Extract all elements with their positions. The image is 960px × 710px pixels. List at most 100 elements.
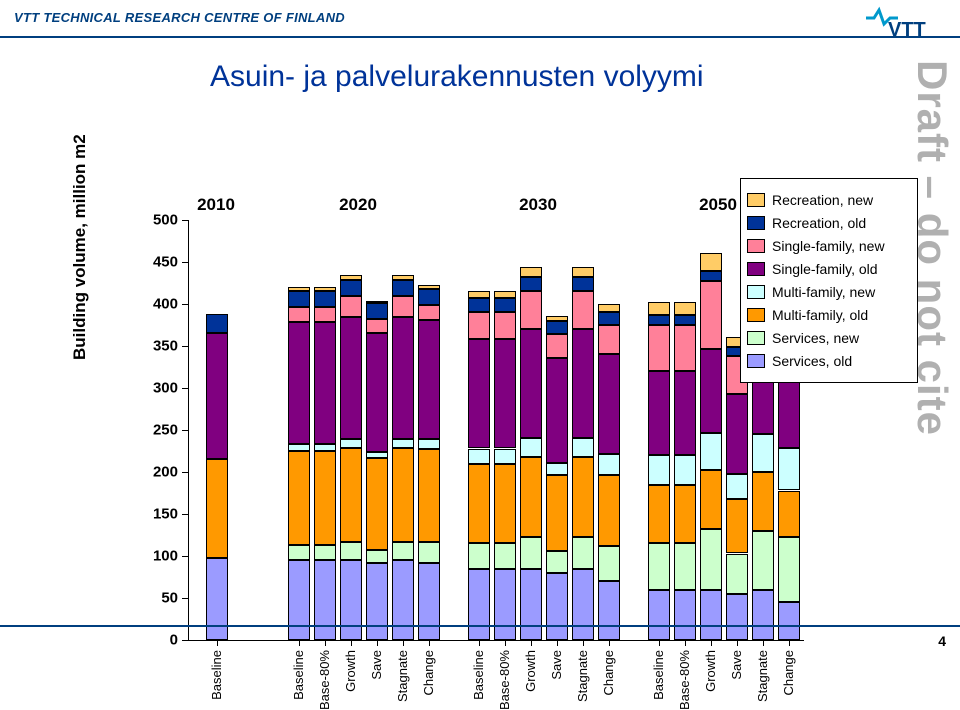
legend-item: Services, old: [747, 353, 911, 369]
bar-segment: [572, 329, 594, 438]
bar-segment: [674, 315, 696, 325]
bar-segment: [752, 531, 774, 590]
bar: [598, 304, 620, 640]
legend-label: Services, old: [772, 353, 852, 369]
bar-segment: [340, 560, 362, 640]
bar-segment: [700, 271, 722, 281]
bar-label: Base-80%: [497, 650, 512, 710]
group-label: 2020: [339, 195, 377, 215]
y-tick-label: 0: [128, 632, 178, 649]
bar-label: Stagnate: [755, 650, 770, 702]
bar-segment: [778, 491, 800, 537]
bar-label: Baseline: [209, 650, 224, 700]
bar-segment: [778, 537, 800, 603]
y-tick-label: 250: [128, 422, 178, 439]
bar-segment: [314, 451, 336, 545]
bar-segment: [314, 307, 336, 322]
bar-label: Save: [369, 650, 384, 680]
bar-segment: [598, 454, 620, 475]
bar-segment: [392, 448, 414, 542]
bar-segment: [314, 287, 336, 290]
legend-item: Services, new: [747, 330, 911, 346]
bar-segment: [392, 275, 414, 280]
bar-segment: [494, 464, 516, 544]
bar-segment: [494, 312, 516, 339]
bar-segment: [546, 334, 568, 358]
bar-segment: [366, 301, 388, 304]
bar-segment: [418, 289, 440, 305]
bar-segment: [598, 475, 620, 546]
legend-item: Multi-family, old: [747, 307, 911, 323]
bar-segment: [494, 298, 516, 312]
y-tick-label: 350: [128, 338, 178, 355]
bar: [206, 314, 228, 640]
bar: [546, 316, 568, 640]
bar-segment: [520, 569, 542, 640]
bar: [648, 302, 670, 640]
bar-segment: [546, 321, 568, 334]
bar-segment: [366, 458, 388, 550]
y-tick-label: 50: [128, 590, 178, 607]
bar-segment: [418, 563, 440, 640]
bar-segment: [340, 317, 362, 439]
bar-segment: [648, 315, 670, 325]
bar-segment: [520, 267, 542, 277]
y-tick-label: 400: [128, 296, 178, 313]
bar-segment: [572, 277, 594, 291]
bar-segment: [494, 339, 516, 448]
bar-segment: [778, 381, 800, 448]
chart-title: Asuin- ja palvelurakennusten volyymi: [210, 60, 704, 94]
bar-segment: [206, 459, 228, 558]
bar-segment: [468, 312, 490, 339]
bar-segment: [648, 485, 670, 544]
bar-segment: [288, 444, 310, 451]
header-rule: [0, 36, 960, 38]
bar-segment: [572, 438, 594, 456]
bar-segment: [418, 449, 440, 541]
bar: [520, 267, 542, 640]
bar-segment: [340, 280, 362, 297]
legend-item: Single-family, old: [747, 261, 911, 277]
bar-segment: [648, 543, 670, 589]
bar: [418, 285, 440, 640]
bar-label: Growth: [343, 650, 358, 692]
bar-segment: [314, 444, 336, 451]
legend-swatch: [747, 216, 765, 230]
bar-segment: [598, 312, 620, 325]
bar: [700, 253, 722, 640]
bar-segment: [674, 371, 696, 455]
bar-segment: [546, 573, 568, 640]
legend-swatch: [747, 285, 765, 299]
y-tick-label: 200: [128, 464, 178, 481]
bar-segment: [752, 590, 774, 640]
bar-segment: [366, 563, 388, 640]
legend-label: Single-family, new: [772, 238, 885, 254]
legend-swatch: [747, 239, 765, 253]
legend-label: Multi-family, new: [772, 284, 875, 300]
y-tick-label: 500: [128, 212, 178, 229]
bar-segment: [546, 463, 568, 476]
bar-segment: [778, 448, 800, 490]
bar-segment: [340, 296, 362, 317]
bar-segment: [572, 457, 594, 537]
bar-segment: [674, 325, 696, 371]
chart-area: Building volume, million m2 050100150200…: [60, 100, 780, 600]
bar-segment: [468, 339, 490, 448]
bar-segment: [700, 590, 722, 640]
legend-swatch: [747, 331, 765, 345]
bar-segment: [598, 325, 620, 354]
bar-segment: [546, 316, 568, 321]
group-label: 2010: [197, 195, 235, 215]
bar-segment: [468, 449, 490, 464]
bar-segment: [392, 296, 414, 317]
bar: [392, 275, 414, 640]
bar-segment: [546, 358, 568, 463]
bar-segment: [598, 304, 620, 312]
bar-segment: [288, 451, 310, 545]
bar-segment: [418, 285, 440, 289]
legend-swatch: [747, 308, 765, 322]
bar-segment: [520, 329, 542, 438]
bar-segment: [572, 569, 594, 640]
bar-segment: [288, 322, 310, 444]
legend-item: Recreation, old: [747, 215, 911, 231]
